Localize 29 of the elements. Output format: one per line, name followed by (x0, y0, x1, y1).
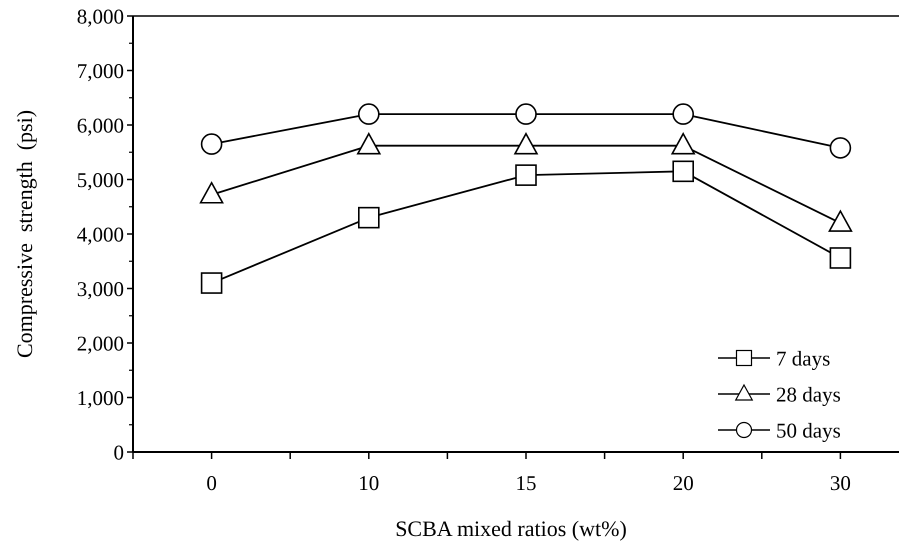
point (830, 137, 852, 159)
point (358, 206, 380, 228)
x-tick-label: 20 (672, 471, 694, 495)
point (672, 160, 694, 182)
y-tick-label: 3,000 (76, 276, 124, 301)
point (515, 164, 537, 186)
y-tick-label: 8,000 (76, 4, 124, 28)
y-axis-title: Compressive strength (psi) (12, 110, 37, 358)
legend-label: 28 days (776, 382, 841, 406)
point (830, 247, 852, 269)
point (358, 103, 380, 125)
x-axis-title: SCBA mixed ratios (wt%) (395, 516, 627, 541)
point (200, 272, 222, 294)
point (200, 133, 222, 155)
y-tick-label: 0 (114, 440, 124, 464)
y-tick-label: 7,000 (76, 58, 124, 83)
x-tick-label: 30 (830, 471, 851, 495)
y-tick-label: 2,000 (76, 331, 124, 356)
point (672, 103, 694, 125)
y-tick-label: 4,000 (76, 222, 124, 246)
y-tick-label: 6,000 (76, 113, 124, 138)
point (515, 103, 537, 125)
y-tick-label: 5,000 (76, 168, 124, 192)
x-tick-label: 10 (358, 471, 380, 495)
legend-label: 50 days (776, 418, 841, 442)
legend-label: 7 days (776, 346, 830, 370)
x-tick-label: 15 (516, 471, 536, 495)
y-tick-label: 1,000 (76, 386, 124, 410)
x-tick-label: 0 (206, 471, 217, 495)
